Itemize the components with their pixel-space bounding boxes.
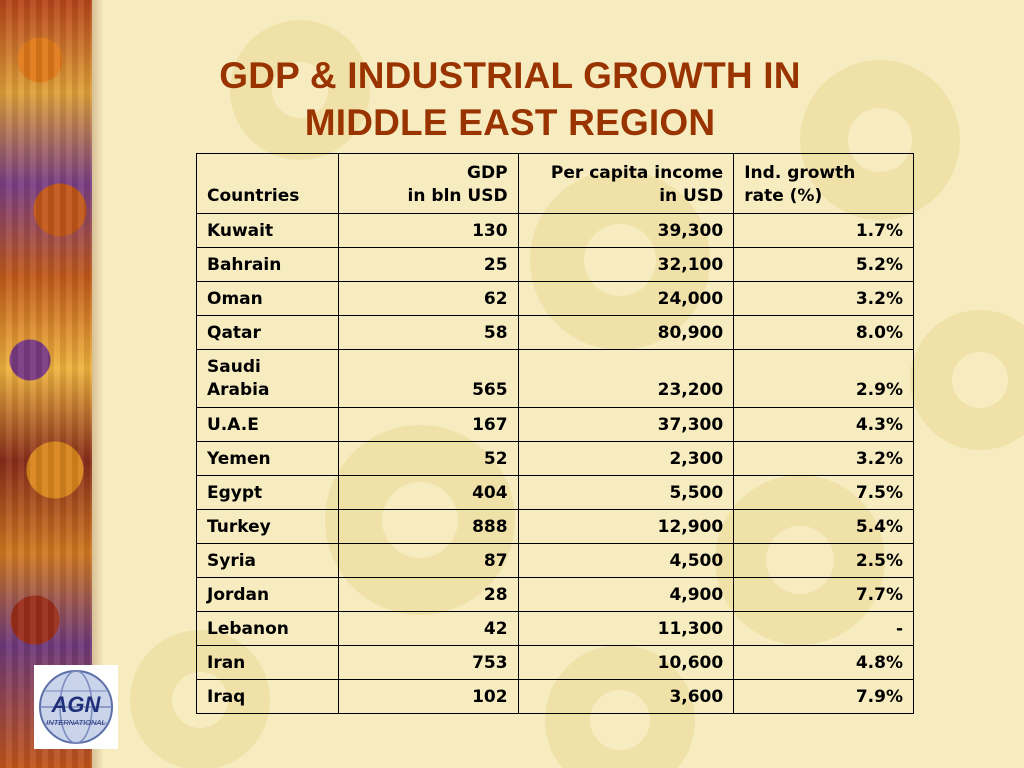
logo-sub-text: INTERNATIONAL [46, 718, 105, 727]
cell-gdp: 565 [337, 349, 519, 408]
title-line-1: GDP & INDUSTRIAL GROWTH IN [219, 55, 801, 96]
cell-income: 3,600 [517, 679, 735, 714]
cell-growth: 7.9% [733, 679, 914, 714]
cell-growth: - [733, 611, 914, 646]
table-row: Jordan 28 4,900 7.7% [196, 577, 914, 612]
cell-income: 39,300 [517, 213, 735, 248]
cell-income: 4,900 [517, 577, 735, 612]
table-header-row: Countries GDP in bln USD Per capita incom… [196, 153, 914, 214]
cell-gdp: 130 [337, 213, 519, 248]
cell-gdp: 25 [337, 247, 519, 282]
cell-income: 5,500 [517, 475, 735, 510]
cell-gdp: 404 [337, 475, 519, 510]
cell-gdp: 888 [337, 509, 519, 544]
cell-growth: 4.8% [733, 645, 914, 680]
cell-income: 2,300 [517, 441, 735, 476]
cell-gdp: 167 [337, 407, 519, 442]
cell-country: Iran [196, 645, 339, 680]
slide-title: GDP & INDUSTRIAL GROWTH IN MIDDLE EAST R… [150, 52, 870, 146]
cell-growth: 3.2% [733, 441, 914, 476]
table-row: Qatar 58 80,900 8.0% [196, 315, 914, 350]
cell-growth: 7.5% [733, 475, 914, 510]
cell-growth: 2.9% [733, 349, 914, 408]
cell-country: Egypt [196, 475, 339, 510]
cell-country: Lebanon [196, 611, 339, 646]
cell-country: Yemen [196, 441, 339, 476]
cell-country: U.A.E [196, 407, 339, 442]
logo-main-text: AGN [51, 692, 102, 717]
cell-country: Qatar [196, 315, 339, 350]
title-line-2: MIDDLE EAST REGION [304, 102, 716, 143]
cell-gdp: 58 [337, 315, 519, 350]
header-gdp: GDP in bln USD [337, 153, 519, 214]
cell-income: 11,300 [517, 611, 735, 646]
cell-income: 80,900 [517, 315, 735, 350]
cell-country: Saudi Arabia [196, 349, 339, 408]
cell-growth: 1.7% [733, 213, 914, 248]
cell-growth: 3.2% [733, 281, 914, 316]
globe-logo-icon: AGN INTERNATIONAL [34, 665, 118, 749]
cell-growth: 5.2% [733, 247, 914, 282]
cell-country: Kuwait [196, 213, 339, 248]
table-row: Egypt 404 5,500 7.5% [196, 475, 914, 510]
cell-country: Iraq [196, 679, 339, 714]
table-row: Iran 753 10,600 4.8% [196, 645, 914, 680]
cell-gdp: 52 [337, 441, 519, 476]
header-countries: Countries [196, 153, 339, 214]
decorative-side-strip [0, 0, 92, 768]
cell-growth: 4.3% [733, 407, 914, 442]
cell-growth: 5.4% [733, 509, 914, 544]
cell-gdp: 87 [337, 543, 519, 578]
cell-country: Jordan [196, 577, 339, 612]
cell-country: Bahrain [196, 247, 339, 282]
cell-income: 37,300 [517, 407, 735, 442]
cell-country: Oman [196, 281, 339, 316]
cell-growth: 2.5% [733, 543, 914, 578]
cell-gdp: 62 [337, 281, 519, 316]
cell-gdp: 753 [337, 645, 519, 680]
cell-country: Turkey [196, 509, 339, 544]
cell-income: 32,100 [517, 247, 735, 282]
agn-logo: AGN INTERNATIONAL [34, 665, 118, 749]
side-strip-shadow [92, 0, 104, 768]
table-row: Turkey 888 12,900 5.4% [196, 509, 914, 544]
table-row: Bahrain 25 32,100 5.2% [196, 247, 914, 282]
cell-growth: 8.0% [733, 315, 914, 350]
table-row: Yemen 52 2,300 3.2% [196, 441, 914, 476]
table-row: Syria 87 4,500 2.5% [196, 543, 914, 578]
cell-gdp: 102 [337, 679, 519, 714]
cell-income: 10,600 [517, 645, 735, 680]
table-row: Oman 62 24,000 3.2% [196, 281, 914, 316]
cell-income: 12,900 [517, 509, 735, 544]
header-ind-growth: Ind. growth rate (%) [733, 153, 914, 214]
cell-gdp: 28 [337, 577, 519, 612]
header-per-capita-income: Per capita income in USD [517, 153, 735, 214]
cell-income: 4,500 [517, 543, 735, 578]
table-row: Kuwait 130 39,300 1.7% [196, 213, 914, 248]
cell-income: 23,200 [517, 349, 735, 408]
table-row: Iraq 102 3,600 7.9% [196, 679, 914, 714]
gdp-table: Countries GDP in bln USD Per capita incom… [196, 153, 914, 714]
table-row: U.A.E 167 37,300 4.3% [196, 407, 914, 442]
table-row: Saudi Arabia 565 23,200 2.9% [196, 349, 914, 408]
cell-country: Syria [196, 543, 339, 578]
table-row: Lebanon 42 11,300 - [196, 611, 914, 646]
cell-income: 24,000 [517, 281, 735, 316]
cell-gdp: 42 [337, 611, 519, 646]
cell-growth: 7.7% [733, 577, 914, 612]
